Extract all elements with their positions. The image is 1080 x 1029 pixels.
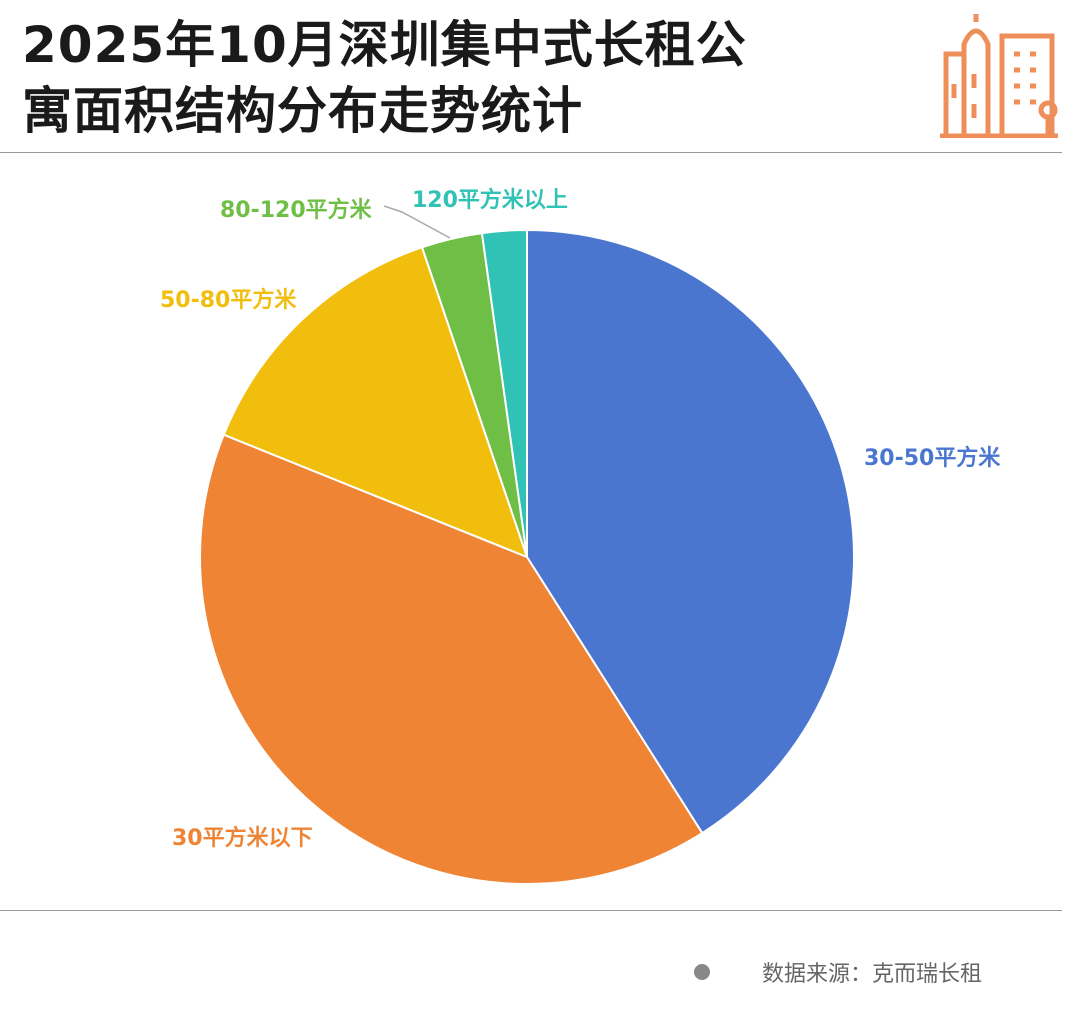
leader-line [383, 205, 451, 239]
pie-slice-1 [199, 433, 704, 885]
label-50-80: 50-80平方米 [160, 288, 297, 313]
label-under-30: 30平方米以下 [172, 826, 313, 851]
footer: 数据来源：克而瑞长租 [694, 956, 982, 988]
label-over-120: 120平方米以上 [412, 188, 568, 213]
bullet-dot [694, 964, 710, 980]
pie-slice-0 [526, 228, 855, 835]
page-title: 2025年10月深圳集中式长租公 寓面积结构分布走势统计 [22, 16, 747, 140]
city-buildings-icon [940, 14, 1058, 138]
label-30-50: 30-50平方米 [864, 446, 1001, 471]
pie-slice-4 [480, 228, 528, 558]
header-divider [0, 152, 1062, 153]
pie-slice-2 [222, 246, 529, 559]
label-80-120: 80-120平方米 [220, 198, 372, 223]
source-text: 数据来源：克而瑞长租 [762, 962, 983, 987]
footer-divider [0, 910, 1062, 911]
